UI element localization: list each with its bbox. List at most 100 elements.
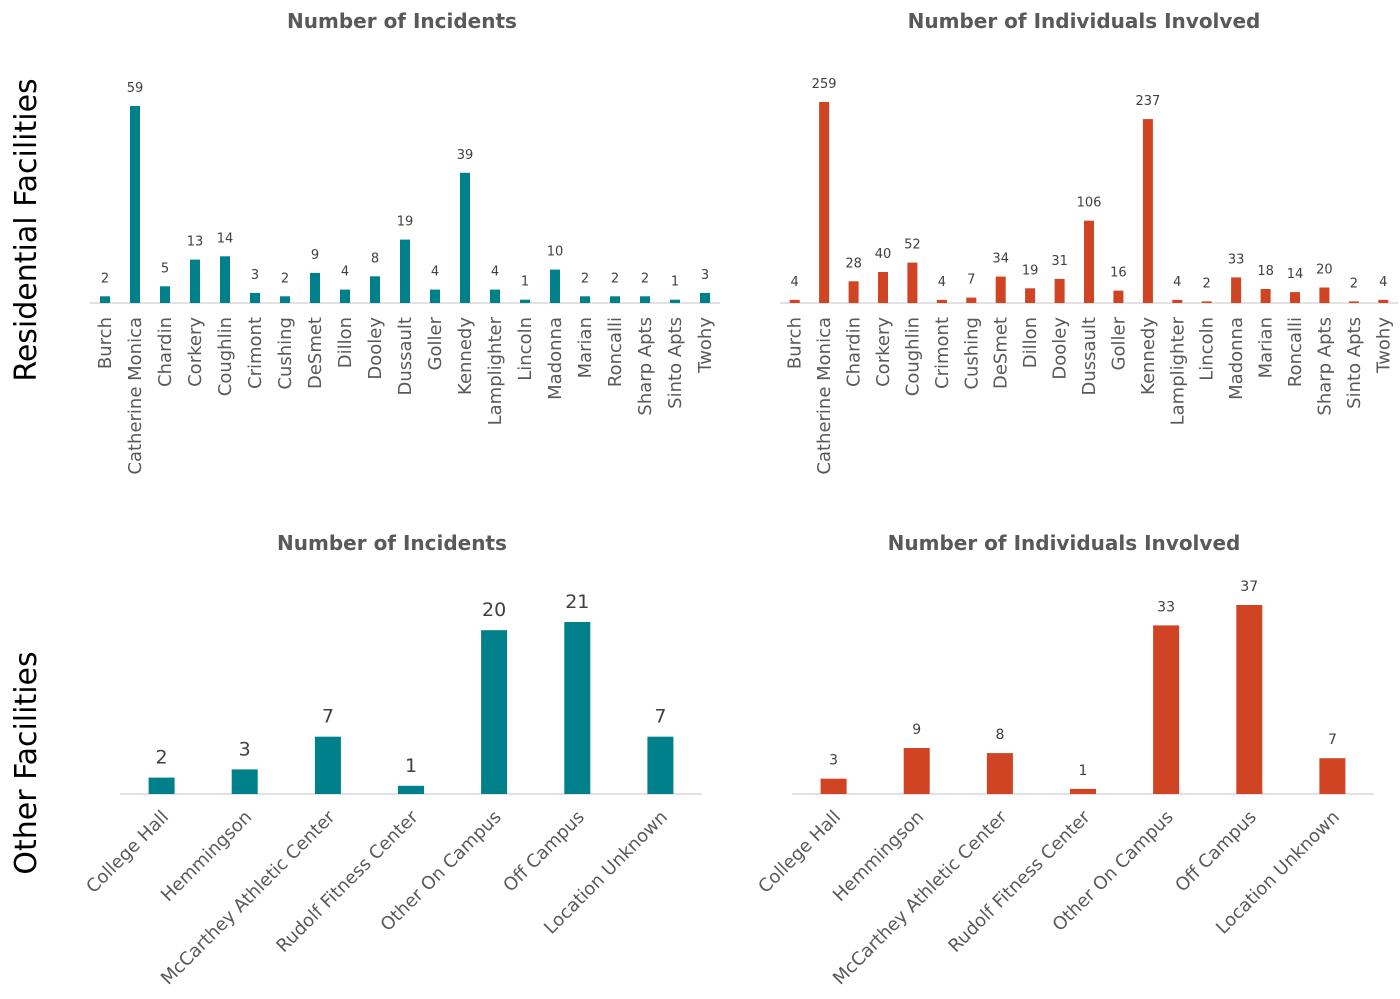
bar [670,299,680,303]
row-label-other: Other Facilities [9,651,44,874]
bar [564,622,591,794]
bar [1290,292,1300,303]
category-label: Crimont [932,317,953,389]
data-label: 4 [491,265,499,280]
data-label: 13 [187,235,204,250]
category-label: Burch [785,317,806,369]
data-label: 2 [101,271,109,286]
data-label: 3 [829,753,838,769]
bar [398,785,424,794]
bar [520,299,530,303]
data-label: 37 [1240,579,1258,595]
bar [100,296,110,303]
bar [550,269,560,303]
bar [907,262,918,303]
category-label: Dooley [365,317,386,380]
bar [966,297,977,303]
category-label: Marian [1256,317,1277,378]
data-label: 19 [397,215,414,230]
bar [640,296,650,303]
bar [280,296,290,303]
category-label: Chardin [844,317,865,387]
data-label: 14 [1287,267,1304,282]
category-label: Madonna [545,317,566,400]
category-label: Kennedy [1138,317,1159,395]
bar [340,289,350,303]
category-label: Sinto Apts [1344,317,1365,409]
category-label: Dillon [1020,317,1041,368]
data-label: 9 [311,248,319,263]
category-label: Kennedy [455,317,476,395]
data-label: 14 [217,231,234,246]
data-label: 237 [1135,94,1160,109]
chart-title: Number of Individuals Involved [888,531,1241,555]
chart-title: Number of Individuals Involved [908,9,1261,33]
data-label: 2 [1350,276,1358,291]
category-label: Rudolf Fitness Center [272,806,423,957]
category-label: Cushing [961,317,982,390]
category-label: Cushing [275,317,296,390]
category-label: Rudolf Fitness Center [944,806,1095,957]
category-label: College Hall [754,807,845,898]
bar [148,777,175,794]
bar [130,106,140,303]
data-label: 3 [251,268,259,283]
category-label: Crimont [245,317,266,389]
category-label: Madonna [1226,317,1247,400]
category-label: Catherine Monica [125,317,146,475]
category-label: Dussault [1079,317,1100,396]
data-label: 8 [995,727,1004,743]
bar [610,296,620,303]
data-label: 59 [127,81,144,96]
category-label: Roncalli [605,317,626,387]
category-label: Lamplighter [485,316,506,425]
bar [231,769,258,794]
bar [819,102,830,303]
data-label: 18 [1257,264,1274,279]
bar [190,259,200,303]
bar [1236,605,1263,794]
category-label: Roncalli [1285,317,1306,387]
data-label: 8 [371,251,379,266]
category-label: McCarthey Athletic Center [829,806,1012,989]
category-label: McCarthey Athletic Center [157,806,340,989]
bar [1378,299,1389,303]
data-label: 2 [1203,276,1211,291]
data-label: 33 [1157,599,1175,615]
category-label: Twohy [1373,317,1394,374]
category-label: Dooley [1050,317,1071,380]
bar [1113,290,1124,303]
category-label: Catherine Monica [814,317,835,475]
bar [1319,287,1330,303]
chart-title: Number of Incidents [277,531,507,555]
data-label: 4 [791,275,799,290]
bar [1153,625,1180,794]
data-label: 106 [1077,196,1102,211]
data-label: 28 [845,256,862,271]
category-label: DeSmet [305,317,326,389]
bar [1231,277,1242,303]
bar [647,736,674,794]
data-label: 2 [611,271,619,286]
category-label: Lincoln [1197,317,1218,381]
bar [1319,758,1346,794]
bar [936,299,947,303]
category-label: Goller [1108,316,1129,370]
category-label: College Hall [82,807,173,898]
data-label: 2 [281,271,289,286]
category-label: Lamplighter [1167,316,1188,425]
bar [1070,788,1096,794]
category-label: Sharp Apts [1314,317,1335,416]
chart-other-individuals: Number of Individuals Involved 3 College H… [754,531,1374,989]
row-label-residential: Residential Facilities [9,78,44,381]
bar [700,293,710,303]
bar [220,256,230,303]
bar [310,272,320,303]
bar [400,239,410,303]
category-label: Coughlin [215,317,236,396]
chart-title: Number of Incidents [287,9,517,33]
category-label: Off Campus [1171,807,1261,897]
data-label: 3 [239,738,251,760]
